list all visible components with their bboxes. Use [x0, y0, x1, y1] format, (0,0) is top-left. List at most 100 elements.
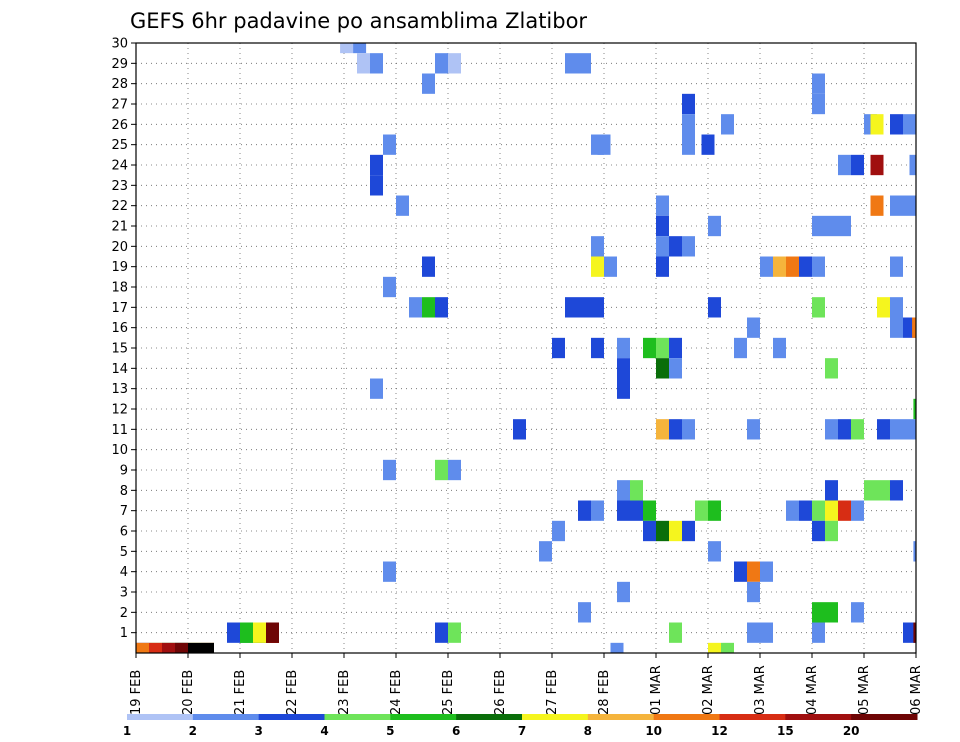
heatmap-cell [617, 337, 630, 359]
heatmap-cell [890, 480, 903, 501]
heatmap-cell [370, 53, 383, 74]
heatmap-cell [656, 215, 669, 237]
heatmap-cell [669, 622, 682, 643]
x-tick-label: 19 FEB [129, 670, 144, 715]
y-axis: 1234567891011121314151617181920212223242… [111, 37, 136, 641]
heatmap-cell [721, 642, 734, 653]
y-tick-label: 8 [120, 484, 128, 499]
heatmap-cell [734, 561, 747, 582]
heatmap-cell [630, 500, 643, 521]
heatmap-cell [682, 520, 695, 542]
heatmap-cell [136, 642, 149, 653]
color-legend: 1 2 3 4 5 6 7 8 10 12 15 20 [123, 714, 918, 738]
heatmap-cell [747, 561, 760, 582]
heatmap-cell [812, 500, 825, 521]
heatmap-cell [448, 53, 461, 74]
heatmap-cell [870, 114, 884, 135]
heatmap-cell [353, 43, 367, 54]
legend-swatch [258, 714, 325, 720]
legend-swatch [587, 714, 655, 720]
heatmap-cell [656, 358, 669, 379]
legend-swatch [522, 714, 589, 720]
y-tick-label: 27 [111, 98, 128, 113]
heatmap-cell [682, 419, 695, 440]
heatmap-cell [630, 480, 643, 501]
heatmap-cell [383, 134, 396, 155]
legend-swatch [719, 714, 786, 720]
heatmap-cell [617, 358, 630, 379]
x-tick-label: 03 MAR [753, 665, 768, 715]
heatmap-cell [409, 297, 422, 318]
legend-swatch [324, 714, 391, 720]
heatmap-cell [578, 602, 591, 623]
heatmap-cell [422, 256, 435, 277]
heatmap-cell [448, 459, 461, 481]
heatmap-cell [682, 93, 695, 115]
heatmap-cell [617, 480, 630, 501]
heatmap-cell [682, 114, 695, 135]
heatmap-cell [786, 500, 799, 521]
heatmap-cell [565, 53, 578, 74]
heatmap-cell [734, 337, 747, 359]
heatmap-cell [591, 297, 604, 318]
heatmap-cell [357, 53, 370, 74]
heatmap-cell [838, 419, 851, 440]
heatmap-cell [903, 419, 916, 440]
y-tick-label: 21 [111, 220, 128, 235]
legend-label: 7 [518, 724, 526, 738]
heatmap-cell [448, 622, 461, 643]
y-tick-label: 9 [120, 464, 128, 479]
heatmap-cell [656, 256, 669, 277]
heatmap-cell [422, 297, 435, 318]
heatmap-cell [870, 154, 884, 176]
heatmap-cell [617, 378, 630, 399]
heatmap-cell [201, 642, 214, 653]
y-tick-label: 15 [111, 342, 128, 357]
heatmap-cell [669, 236, 682, 257]
heatmap-cell [669, 358, 682, 379]
heatmap-cell [913, 541, 916, 562]
legend-label: 2 [189, 724, 197, 738]
y-tick-label: 24 [111, 159, 128, 174]
heatmap-cell [838, 500, 851, 521]
legend-label: 6 [452, 724, 460, 738]
heatmap-cell [539, 541, 552, 562]
heatmap-cell [812, 622, 825, 643]
heatmap-cell [909, 154, 916, 176]
legend-label: 5 [386, 724, 394, 738]
heatmap-cell [682, 134, 695, 155]
legend-swatch [127, 714, 194, 720]
heatmap-cell [890, 195, 903, 216]
heatmap-cell [597, 134, 611, 155]
y-tick-label: 13 [111, 382, 128, 397]
heatmap-cell [786, 256, 799, 277]
heatmap-cell [643, 337, 656, 359]
x-tick-label: 27 FEB [545, 670, 560, 715]
heatmap-cell [773, 256, 786, 277]
x-tick-label: 21 FEB [233, 670, 248, 715]
heatmap-cell [708, 500, 721, 521]
y-tick-label: 4 [120, 565, 128, 580]
heatmap-cell [838, 154, 851, 176]
heatmap-cell [708, 541, 721, 562]
heatmap-cell [708, 215, 721, 237]
heatmap-cell [643, 520, 656, 542]
legend-label: 4 [320, 724, 328, 738]
y-tick-label: 20 [111, 240, 128, 255]
y-tick-label: 7 [120, 504, 128, 519]
heatmap-cell [513, 419, 526, 440]
heatmap-cell [435, 622, 448, 643]
heatmap-cell [383, 561, 396, 582]
y-tick-label: 10 [111, 443, 128, 458]
heatmap-cell [825, 520, 838, 542]
heatmap-cell [695, 500, 708, 521]
heatmap-cell [656, 236, 669, 257]
heatmap-cell [162, 642, 175, 653]
heatmap-cell [617, 500, 630, 521]
heatmap-cells [136, 43, 916, 653]
heatmap-cell [890, 419, 903, 440]
heatmap-cell [435, 459, 448, 481]
x-tick-label: 22 FEB [285, 670, 300, 715]
heatmap-cell [851, 419, 864, 440]
heatmap-cell [812, 215, 825, 237]
